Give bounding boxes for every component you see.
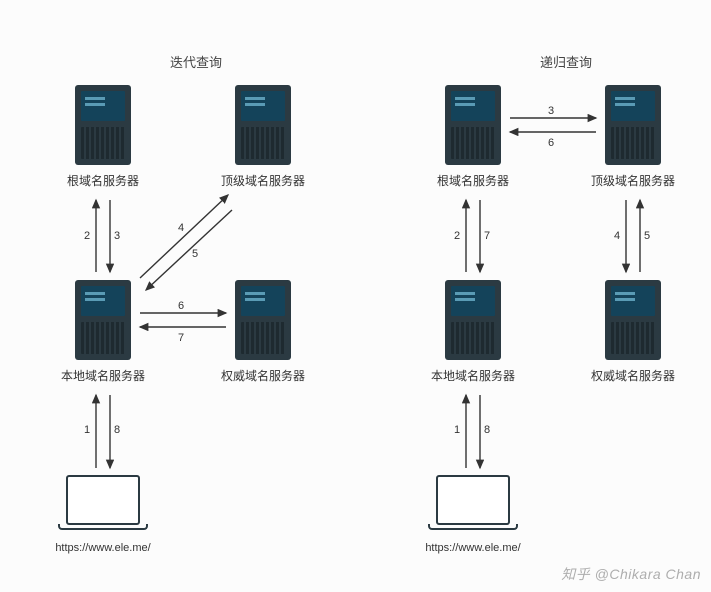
right-edge-num-5: 5 bbox=[644, 230, 650, 242]
right-edge-num-1: 1 bbox=[454, 424, 460, 436]
server-root-r bbox=[445, 85, 501, 165]
left-edge-num-2: 2 bbox=[84, 230, 90, 242]
watermark: 知乎 @Chikara Chan bbox=[561, 564, 701, 584]
right-edge-num-6: 6 bbox=[548, 137, 554, 149]
left-edge-5 bbox=[146, 210, 232, 290]
title-iterative: 迭代查询 bbox=[170, 52, 222, 71]
label-tld: 顶级域名服务器 bbox=[221, 172, 305, 189]
left-edge-num-1: 1 bbox=[84, 424, 90, 436]
server-root bbox=[75, 85, 131, 165]
left-edge-num-3: 3 bbox=[114, 230, 120, 242]
server-tld-r bbox=[605, 85, 661, 165]
right-edge-num-2: 2 bbox=[454, 230, 460, 242]
title-recursive: 递归查询 bbox=[540, 52, 592, 71]
right-edge-num-3: 3 bbox=[548, 105, 554, 117]
client-laptop-r bbox=[428, 475, 518, 535]
left-edge-num-8: 8 bbox=[114, 424, 120, 436]
label-auth: 权威域名服务器 bbox=[221, 367, 305, 384]
left-edge-num-6: 6 bbox=[178, 300, 184, 312]
label-auth-r: 权威域名服务器 bbox=[591, 367, 675, 384]
label-root-r: 根域名服务器 bbox=[437, 172, 509, 189]
label-root: 根域名服务器 bbox=[67, 172, 139, 189]
server-local-r bbox=[445, 280, 501, 360]
client-url: https://www.ele.me/ bbox=[55, 542, 150, 554]
server-auth-r bbox=[605, 280, 661, 360]
label-tld-r: 顶级域名服务器 bbox=[591, 172, 675, 189]
server-auth bbox=[235, 280, 291, 360]
client-laptop bbox=[58, 475, 148, 535]
server-tld bbox=[235, 85, 291, 165]
server-local bbox=[75, 280, 131, 360]
left-edge-4 bbox=[140, 195, 228, 278]
label-local-r: 本地域名服务器 bbox=[431, 367, 515, 384]
right-edge-num-8: 8 bbox=[484, 424, 490, 436]
left-edge-num-7: 7 bbox=[178, 332, 184, 344]
client-url-r: https://www.ele.me/ bbox=[425, 542, 520, 554]
left-edge-num-5: 5 bbox=[192, 248, 198, 260]
left-edge-num-4: 4 bbox=[178, 222, 184, 234]
right-edge-num-7: 7 bbox=[484, 230, 490, 242]
label-local: 本地域名服务器 bbox=[61, 367, 145, 384]
right-edge-num-4: 4 bbox=[614, 230, 620, 242]
